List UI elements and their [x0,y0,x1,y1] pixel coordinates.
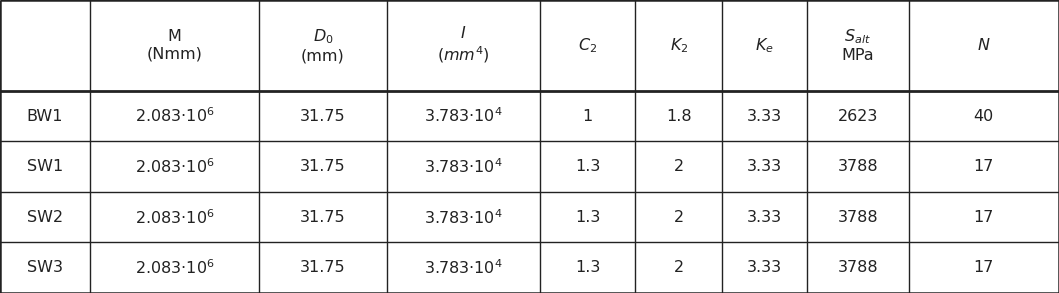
Text: $N$: $N$ [977,38,990,53]
Text: SW2: SW2 [26,210,64,225]
Text: 31.75: 31.75 [300,260,346,275]
Text: 40: 40 [973,109,994,124]
Text: 1.3: 1.3 [575,260,600,275]
Text: 2: 2 [674,260,684,275]
Text: $2.083{\cdot}10^6$: $2.083{\cdot}10^6$ [134,208,215,226]
Text: $3.783{\cdot}10^4$: $3.783{\cdot}10^4$ [424,208,503,226]
Text: 2: 2 [674,210,684,225]
Text: $3.783{\cdot}10^4$: $3.783{\cdot}10^4$ [424,157,503,176]
Text: 1.3: 1.3 [575,159,600,174]
Text: $C_2$: $C_2$ [578,36,597,55]
Text: $2.083{\cdot}10^6$: $2.083{\cdot}10^6$ [134,258,215,277]
Text: $K_e$: $K_e$ [755,36,774,55]
Text: 3788: 3788 [838,159,878,174]
Text: BW1: BW1 [26,109,64,124]
Text: $D_0$
(mm): $D_0$ (mm) [301,27,345,64]
Text: 3.33: 3.33 [747,109,783,124]
Text: $2.083{\cdot}10^6$: $2.083{\cdot}10^6$ [134,157,215,176]
Text: M
(Nmm): M (Nmm) [147,29,202,62]
Text: 3788: 3788 [838,260,878,275]
Text: 2: 2 [674,159,684,174]
Text: 3.33: 3.33 [747,260,783,275]
Text: 31.75: 31.75 [300,159,346,174]
Text: $K_2$: $K_2$ [669,36,688,55]
Text: $S_{alt}$
MPa: $S_{alt}$ MPa [842,27,874,64]
Text: 17: 17 [973,159,994,174]
Text: 1: 1 [582,109,593,124]
Text: 31.75: 31.75 [300,210,346,225]
Text: $2.083{\cdot}10^6$: $2.083{\cdot}10^6$ [134,107,215,125]
Text: SW1: SW1 [26,159,64,174]
Text: 1.8: 1.8 [666,109,692,124]
Text: 3788: 3788 [838,210,878,225]
Text: 3.33: 3.33 [747,159,783,174]
Text: SW3: SW3 [28,260,62,275]
Text: $I$
$(mm^4)$: $I$ $(mm^4)$ [437,25,489,65]
Text: $3.783{\cdot}10^4$: $3.783{\cdot}10^4$ [424,107,503,125]
Text: $3.783{\cdot}10^4$: $3.783{\cdot}10^4$ [424,258,503,277]
Text: 17: 17 [973,210,994,225]
Text: 31.75: 31.75 [300,109,346,124]
Text: 1.3: 1.3 [575,210,600,225]
Text: 17: 17 [973,260,994,275]
Text: 2623: 2623 [838,109,878,124]
Text: 3.33: 3.33 [747,210,783,225]
